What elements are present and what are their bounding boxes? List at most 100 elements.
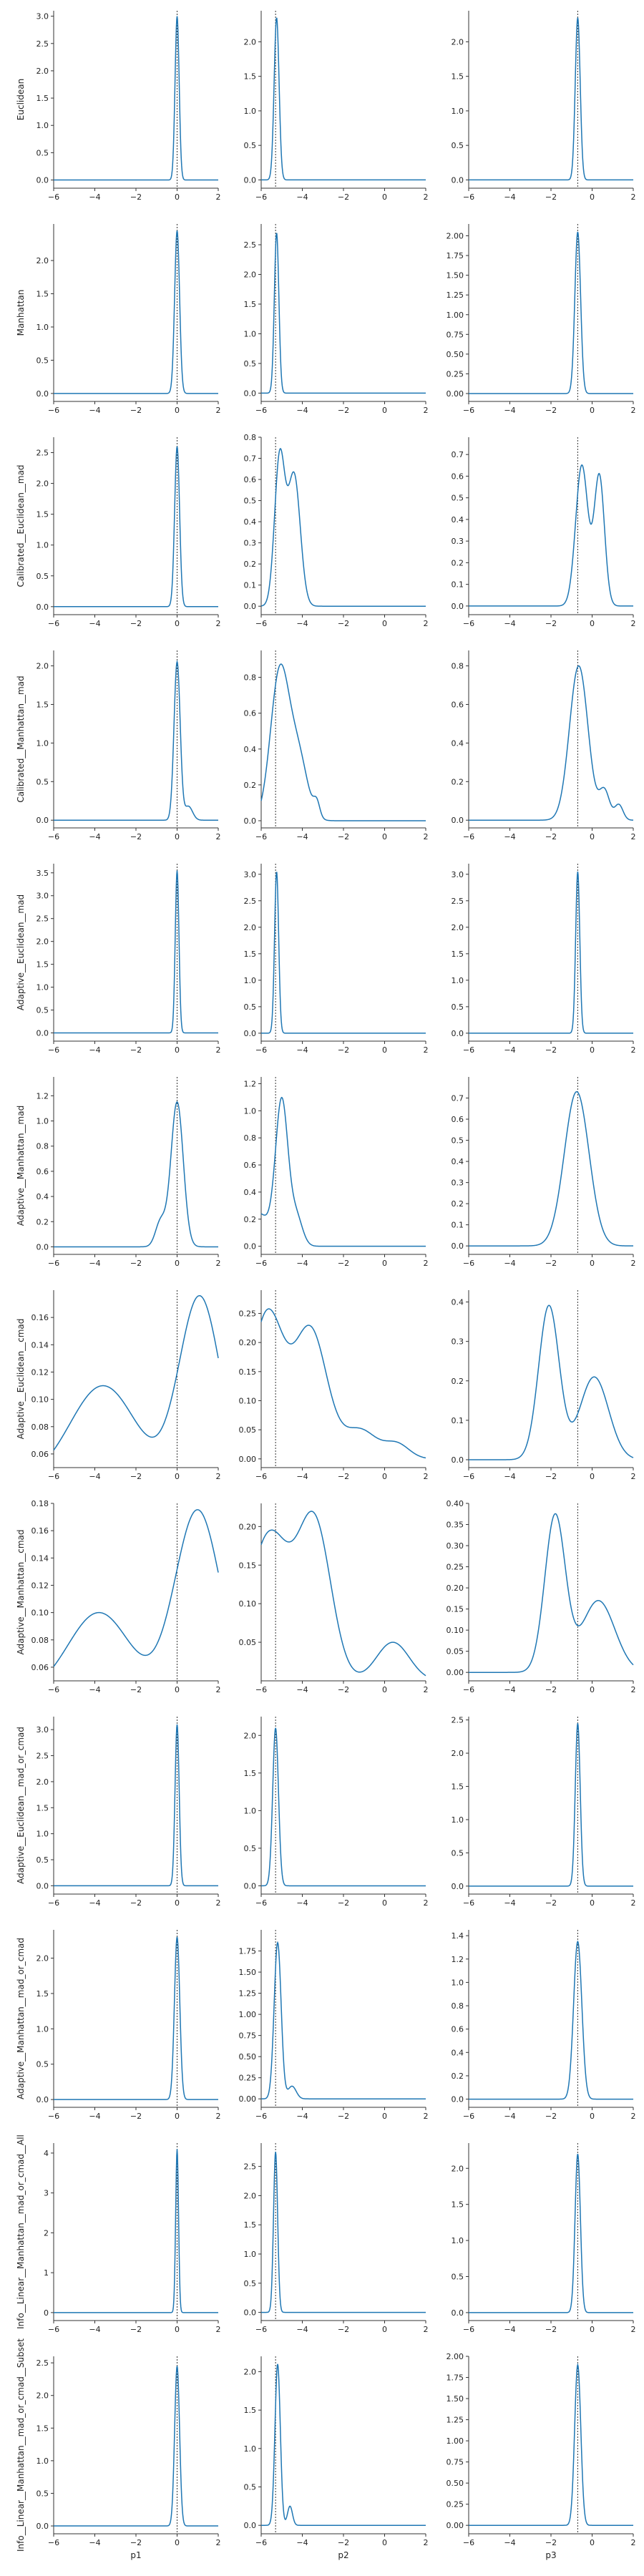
y-tick-label: 0.7 [452,450,464,459]
y-tick-label: 0.0 [244,1242,257,1252]
y-tick-label: 1.00 [447,311,464,320]
x-tick-label: 2 [424,192,429,202]
y-tick-label: 1.25 [239,1989,257,1999]
x-tick-label: −6 [255,192,267,202]
density-curve [54,2149,218,2313]
y-tick-label: 0.6 [452,2025,464,2034]
x-tick-label: −6 [255,1898,267,1908]
x-tick-label: −6 [463,1045,474,1055]
y-tick-label: 0.3 [452,1337,464,1347]
y-tick-label: 1.5 [36,700,49,709]
x-tick-label: −6 [48,192,59,202]
y-tick-label: 0.1 [244,581,257,590]
y-tick-label: 1.5 [244,1769,257,1778]
x-tick-label: 0 [590,832,595,841]
y-tick-label: 1.0 [36,1117,49,1126]
y-tick-label: 0.0 [452,816,464,825]
y-tick-label: 0.35 [447,1521,464,1530]
y-tick-label: 0.0 [36,2522,49,2531]
y-tick-label: 2.00 [447,232,464,241]
y-tick-label: 2.0 [36,1954,49,1963]
y-tick-label: 0.0 [452,2308,464,2318]
density-curve [261,2363,426,2526]
density-curve [54,870,218,1034]
x-tick-label: −4 [89,619,100,628]
y-tick-label: 1.0 [36,541,49,550]
y-tick-label: 0.0 [36,602,49,612]
y-tick-label: 1.2 [244,1079,257,1088]
x-tick-label: −2 [545,1045,557,1055]
x-tick-label: −6 [48,2112,59,2121]
x-tick-label: 0 [590,619,595,628]
x-tick-label: −6 [463,406,474,415]
x-tick-label: −2 [338,192,349,202]
y-tick-label: 0.75 [239,2031,257,2041]
panel-r9-c1: −6 −4 −2 0 2 0.0 0.5 1.0 1.5 2.0 2.5 3.0 [36,1717,221,1908]
x-tick-label: −2 [130,2112,142,2121]
x-tick-label: −6 [255,832,267,841]
x-tick-label: −2 [338,2538,349,2547]
y-tick-label: 2.5 [244,240,257,250]
y-tick-label: 0.05 [447,1647,464,1657]
density-curve [261,1727,426,1887]
y-tick-label: 1.5 [36,2424,49,2433]
y-tick-label: 0.8 [244,433,257,442]
y-tick-label: 0.10 [31,1609,49,1618]
x-tick-label: −4 [296,406,308,415]
y-tick-label: 1.0 [244,976,257,985]
x-tick-label: 2 [424,2325,429,2334]
x-tick-label: 2 [631,619,636,628]
x-tick-label: −6 [255,2325,267,2334]
y-tick-label: 0.4 [36,1192,49,1201]
y-tick-label: 0.20 [447,1584,464,1593]
x-tick-label: −2 [130,832,142,841]
panel-r7-c1: −6 −4 −2 0 2 0.06 0.08 0.10 0.12 0.14 0.16 [31,1290,221,1481]
panel-r5-c2: −6 −4 −2 0 2 0.0 0.5 1.0 1.5 2.0 2.5 3.0 [244,864,429,1055]
density-curve [54,16,218,181]
density-curve [260,1941,426,2099]
x-tick-label: 0 [382,2325,387,2334]
x-tick-label: −6 [48,1472,59,1481]
y-tick-label: 0.12 [31,1581,49,1590]
y-tick-label: 1.0 [36,2457,49,2466]
x-tick-label: 0 [382,1685,387,1694]
x-tick-label: 2 [631,1472,636,1481]
y-tick-label: 0.10 [31,1395,49,1405]
x-tick-label: 0 [175,1045,180,1055]
y-tick-label: 0.00 [447,389,464,399]
x-tick-label: −4 [89,1472,100,1481]
x-tick-label: −2 [338,619,349,628]
x-tick-label: 0 [382,1472,387,1481]
x-tick-label: −4 [504,2538,515,2547]
y-tick-label: 2.0 [244,270,257,280]
x-tick-label: −6 [463,192,474,202]
x-tick-label: 2 [424,2112,429,2121]
x-tick-label: 2 [631,406,636,415]
x-tick-label: −4 [504,832,515,841]
panel-r11-c2: −6 −4 −2 0 2 0.0 0.5 1.0 1.5 2.0 2.5 [244,2143,429,2334]
y-tick-label: 0.4 [452,515,464,525]
y-tick-label: 2.0 [36,256,49,265]
x-tick-label: −4 [89,192,100,202]
x-tick-label: 0 [382,1898,387,1908]
x-tick-label: −2 [338,1472,349,1481]
y-tick-label: 1.5 [36,960,49,970]
x-tick-label: −6 [463,2112,474,2121]
density-curve [261,2152,426,2313]
y-tick-label: 0.00 [447,1668,464,1677]
y-tick-label: 2.5 [36,1752,49,1761]
x-tick-label: 0 [175,1259,180,1268]
y-tick-label: 0.05 [239,1425,257,1435]
y-tick-label: 3.0 [452,870,464,879]
y-tick-label: 1 [44,2268,49,2278]
y-tick-label: 1.0 [36,323,49,332]
y-tick-label: 0.5 [452,1136,464,1146]
x-tick-label: −6 [48,1045,59,1055]
panel-r1-c3: −6 −4 −2 0 2 0.0 0.5 1.0 1.5 2.0 [452,11,636,202]
y-tick-label: 1.5 [244,2220,257,2230]
y-tick-label: 1.0 [244,329,257,338]
x-tick-label: 0 [590,2325,595,2334]
density-curve [261,17,426,181]
panel-r10-c2: −6 −4 −2 0 2 0.00 0.25 0.50 0.75 1.00 1.25 1.50 1.75 [239,1930,429,2121]
panel-r3-c1: −6 −4 −2 0 2 0.0 0.5 1.0 1.5 2.0 2.5 [36,437,221,628]
